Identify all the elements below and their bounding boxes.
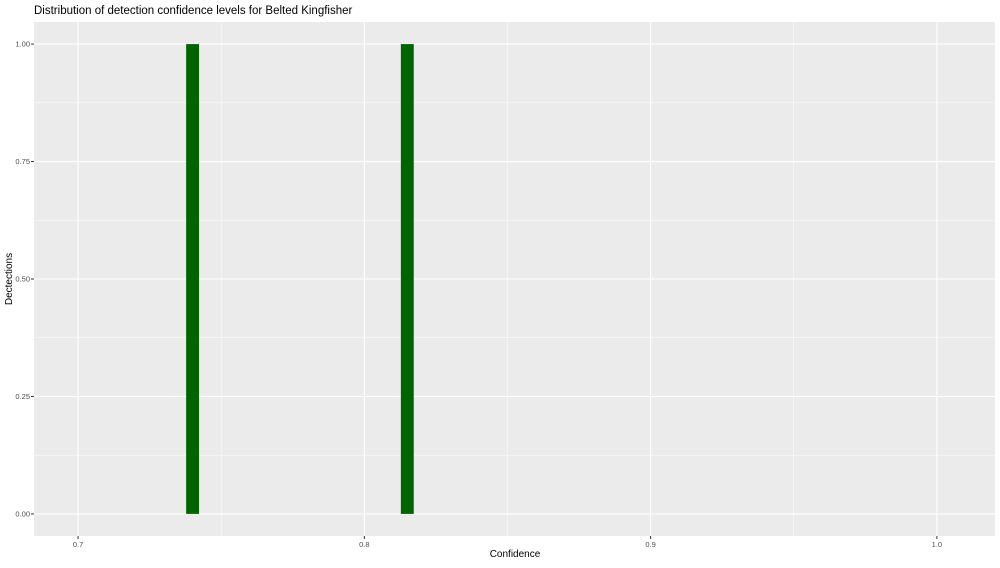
x-axis-label: Confidence: [490, 549, 541, 560]
y-tick-label: 1.00: [15, 40, 30, 49]
x-tick-label: 1.0: [932, 540, 942, 549]
y-axis-label: Dectections: [4, 253, 15, 305]
bars: [186, 44, 414, 514]
x-tick-label: 0.8: [359, 540, 369, 549]
chart-title: Distribution of detection confidence lev…: [34, 5, 353, 17]
histogram-bar: [400, 44, 414, 514]
y-tick-label: 0.25: [15, 392, 30, 401]
x-tick-label: 0.7: [73, 540, 83, 549]
histogram-bar: [186, 44, 200, 514]
axes: 0.7 0.8 0.9 1.0 0.00 0.25 0.50 0.75 1.00: [15, 40, 942, 549]
x-tick-label: 0.9: [645, 540, 655, 549]
y-tick-label: 0.50: [15, 275, 30, 284]
y-tick-label: 0.75: [15, 157, 30, 166]
y-tick-label: 0.00: [15, 509, 30, 518]
